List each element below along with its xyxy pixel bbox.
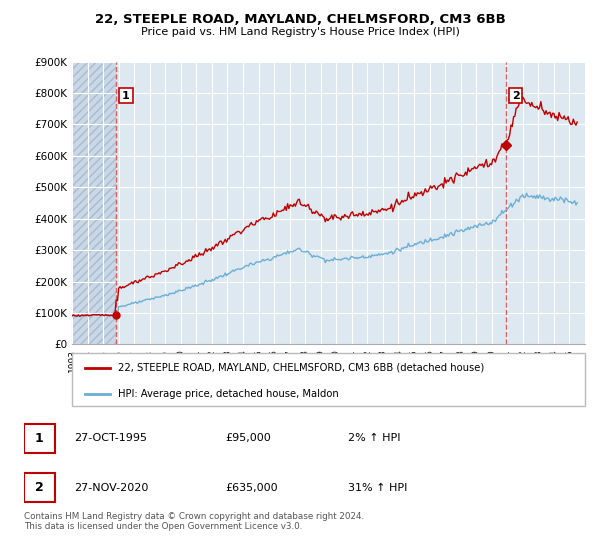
Text: 1: 1 [122, 91, 130, 101]
Text: 31% ↑ HPI: 31% ↑ HPI [347, 483, 407, 493]
Text: HPI: Average price, detached house, Maldon: HPI: Average price, detached house, Mald… [118, 389, 339, 399]
Text: 2: 2 [512, 91, 520, 101]
Text: Price paid vs. HM Land Registry's House Price Index (HPI): Price paid vs. HM Land Registry's House … [140, 27, 460, 37]
Text: 2% ↑ HPI: 2% ↑ HPI [347, 433, 400, 444]
Bar [72, 62, 116, 344]
Text: £95,000: £95,000 [225, 433, 271, 444]
Bar [24, 424, 55, 452]
Text: 22, STEEPLE ROAD, MAYLAND, CHELMSFORD, CM3 6BB (detached house): 22, STEEPLE ROAD, MAYLAND, CHELMSFORD, C… [118, 363, 484, 373]
Text: 2: 2 [35, 481, 44, 494]
Text: 1: 1 [35, 432, 44, 445]
Text: Contains HM Land Registry data © Crown copyright and database right 2024.
This d: Contains HM Land Registry data © Crown c… [24, 512, 364, 531]
Text: £635,000: £635,000 [225, 483, 278, 493]
Text: 22, STEEPLE ROAD, MAYLAND, CHELMSFORD, CM3 6BB: 22, STEEPLE ROAD, MAYLAND, CHELMSFORD, C… [95, 13, 505, 26]
Text: 27-OCT-1995: 27-OCT-1995 [74, 433, 147, 444]
Bar [24, 473, 55, 502]
Text: 27-NOV-2020: 27-NOV-2020 [74, 483, 149, 493]
